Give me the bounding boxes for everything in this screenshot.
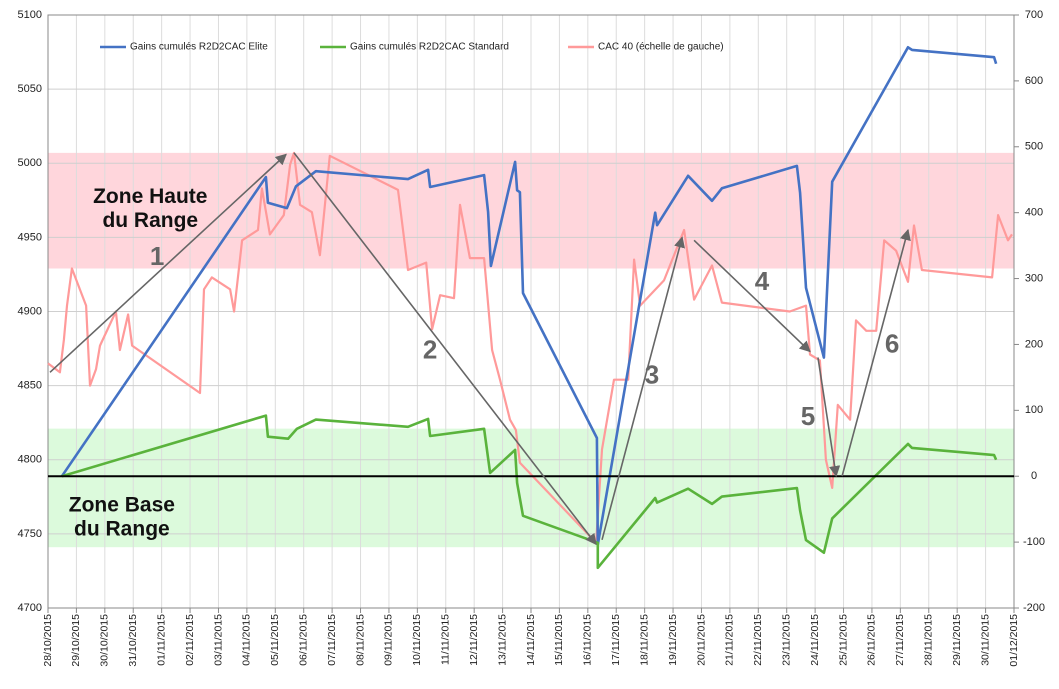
y-tick-label: 5000 bbox=[18, 157, 42, 169]
arrow-label: 4 bbox=[755, 266, 770, 296]
arrow-label: 5 bbox=[801, 401, 815, 431]
plot-frame bbox=[47, 14, 1015, 609]
x-tick-label: 26/11/2015 bbox=[866, 614, 878, 666]
y-tick-label: 4850 bbox=[18, 380, 42, 392]
y2-tick-label: -100 bbox=[1023, 536, 1045, 548]
x-tick-label: 25/11/2015 bbox=[837, 614, 849, 666]
arrow-label: 2 bbox=[423, 334, 437, 364]
y2-tick-label: -200 bbox=[1023, 602, 1045, 614]
x-tick-label: 03/11/2015 bbox=[212, 614, 224, 666]
x-tick-label: 10/11/2015 bbox=[411, 614, 423, 666]
arrow bbox=[601, 236, 685, 541]
x-tick-label: 04/11/2015 bbox=[241, 614, 253, 666]
x-tick-label: 14/11/2015 bbox=[525, 614, 537, 666]
arrow bbox=[49, 153, 287, 373]
x-tick-label: 16/11/2015 bbox=[582, 614, 594, 666]
y-tick-label: 5100 bbox=[18, 9, 42, 21]
x-tick-label: 08/11/2015 bbox=[354, 614, 366, 666]
y2-tick-label: 100 bbox=[1025, 404, 1043, 416]
x-tick-label: 24/11/2015 bbox=[809, 614, 821, 666]
arrow bbox=[293, 152, 597, 546]
x-tick-label: 12/11/2015 bbox=[468, 614, 480, 666]
y2-tick-label: 200 bbox=[1025, 338, 1043, 350]
arrow bbox=[693, 239, 811, 353]
arrow bbox=[841, 228, 911, 477]
x-tick-label: 28/11/2015 bbox=[923, 614, 935, 666]
x-tick-label: 18/11/2015 bbox=[638, 614, 650, 666]
y-tick-label: 4750 bbox=[18, 528, 42, 540]
x-tick-label: 29/10/2015 bbox=[70, 614, 82, 667]
legend-label: CAC 40 (échelle de gauche) bbox=[598, 42, 724, 53]
y2-tick-label: 700 bbox=[1025, 9, 1043, 21]
x-tick-label: 11/11/2015 bbox=[440, 614, 452, 665]
y-tick-label: 4700 bbox=[18, 602, 42, 614]
legend-label: Gains cumulés R2D2CAC Standard bbox=[350, 42, 509, 53]
y-tick-label: 4950 bbox=[18, 231, 42, 243]
x-tick-label: 19/11/2015 bbox=[667, 614, 679, 666]
y2-tick-label: 600 bbox=[1025, 75, 1043, 87]
y2-tick-label: 500 bbox=[1025, 141, 1043, 153]
x-tick-label: 09/11/2015 bbox=[383, 614, 395, 666]
x-tick-label: 22/11/2015 bbox=[752, 614, 764, 666]
zone-label: Zone Haute bbox=[93, 185, 207, 208]
arrow-label: 6 bbox=[885, 328, 899, 358]
x-tick-label: 01/11/2015 bbox=[155, 614, 167, 666]
x-tick-label: 02/11/2015 bbox=[184, 614, 196, 666]
x-tick-label: 01/12/2015 bbox=[1008, 614, 1020, 667]
x-tick-label: 21/11/2015 bbox=[724, 614, 736, 666]
zone-label: du Range bbox=[74, 517, 170, 540]
series-line bbox=[60, 46, 998, 546]
x-tick-label: 29/11/2015 bbox=[951, 614, 963, 666]
y2-tick-label: 0 bbox=[1031, 470, 1037, 482]
x-tick-label: 13/11/2015 bbox=[496, 614, 508, 666]
x-tick-label: 23/11/2015 bbox=[780, 614, 792, 666]
y2-tick-label: 300 bbox=[1025, 272, 1043, 284]
x-tick-label: 27/11/2015 bbox=[894, 614, 906, 666]
legend-label: Gains cumulés R2D2CAC Elite bbox=[130, 42, 268, 53]
x-tick-label: 07/11/2015 bbox=[326, 614, 338, 666]
x-tick-label: 05/11/2015 bbox=[269, 614, 281, 666]
y-tick-label: 4900 bbox=[18, 305, 42, 317]
arrow bbox=[817, 357, 841, 478]
zone-label: du Range bbox=[102, 209, 198, 232]
series-line bbox=[61, 414, 998, 570]
x-tick-label: 15/11/2015 bbox=[553, 614, 565, 666]
x-tick-label: 20/11/2015 bbox=[695, 614, 707, 666]
y-tick-label: 5050 bbox=[18, 83, 42, 95]
x-tick-label: 17/11/2015 bbox=[610, 614, 622, 666]
x-tick-label: 30/11/2015 bbox=[979, 614, 991, 666]
x-tick-label: 30/10/2015 bbox=[99, 614, 111, 667]
series-line bbox=[47, 151, 1013, 544]
x-tick-label: 31/10/2015 bbox=[127, 614, 139, 667]
arrow-label: 3 bbox=[645, 360, 659, 390]
y2-tick-label: 400 bbox=[1025, 207, 1043, 219]
x-tick-label: 28/10/2015 bbox=[42, 614, 54, 667]
x-tick-label: 06/11/2015 bbox=[297, 614, 309, 666]
zone-label: Zone Base bbox=[69, 493, 175, 516]
arrow-label: 1 bbox=[150, 241, 164, 271]
y-tick-label: 4800 bbox=[18, 454, 42, 466]
